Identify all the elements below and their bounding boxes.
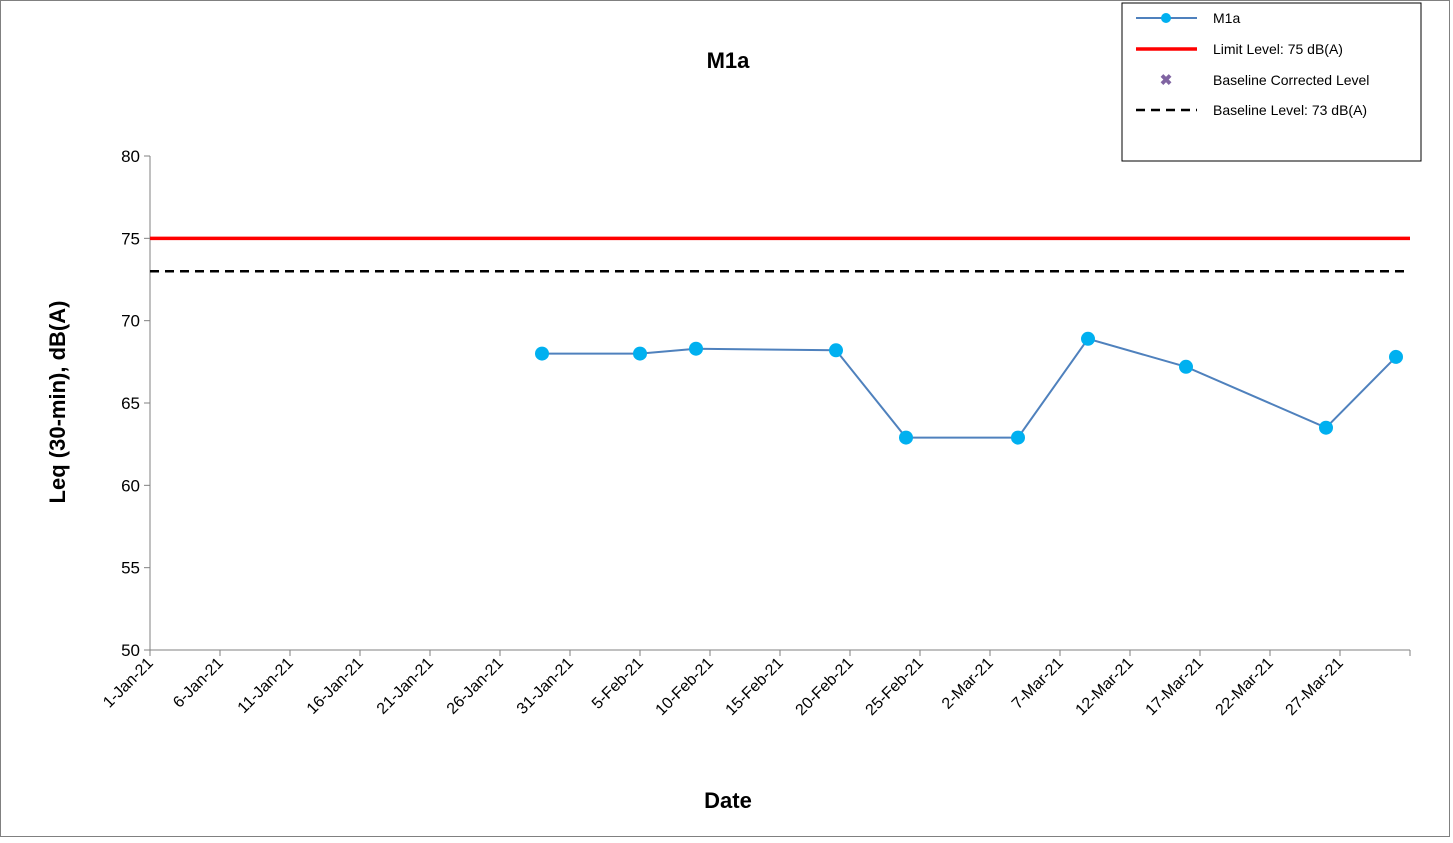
y-tick-label: 80	[121, 147, 140, 166]
legend-label-baseline-level: Baseline Level: 73 dB(A)	[1213, 102, 1367, 118]
series-line-m1a	[542, 337, 1397, 439]
legend-box	[1121, 2, 1422, 162]
data-point-m1a	[633, 346, 647, 361]
data-point-m1a	[829, 343, 843, 358]
data-point-m1a	[1011, 430, 1025, 445]
y-tick-label: 50	[121, 641, 140, 660]
y-tick-label: 75	[121, 229, 140, 248]
y-tick-label: 55	[121, 559, 140, 578]
legend-label-limit-level: Limit Level: 75 dB(A)	[1213, 41, 1343, 57]
y-axis-title: Leq (30-min), dB(A)	[45, 301, 70, 504]
data-point-m1a	[1389, 349, 1403, 364]
chart-title: M1a	[707, 48, 751, 73]
y-tick-label: 65	[121, 394, 140, 413]
legend-label-m1a: M1a	[1213, 10, 1240, 26]
data-point-m1a	[689, 341, 703, 356]
plot-area	[150, 236, 1410, 445]
data-point-m1a	[1319, 420, 1333, 435]
data-point-m1a	[535, 346, 549, 361]
x-axis-title: Date	[704, 788, 752, 813]
data-point-m1a	[1179, 359, 1193, 374]
y-tick-label: 70	[121, 312, 140, 331]
legend-label-baseline-corrected: Baseline Corrected Level	[1213, 72, 1369, 88]
data-point-m1a	[1081, 331, 1095, 346]
legend-swatch-m1a-marker	[1161, 13, 1171, 23]
legend: M1a Limit Level: 75 dB(A) ✖ Baseline Cor…	[1121, 2, 1422, 162]
legend-swatch-baseline-corrected: ✖	[1160, 72, 1173, 89]
y-tick-label: 60	[121, 476, 140, 495]
data-point-m1a	[899, 430, 913, 445]
